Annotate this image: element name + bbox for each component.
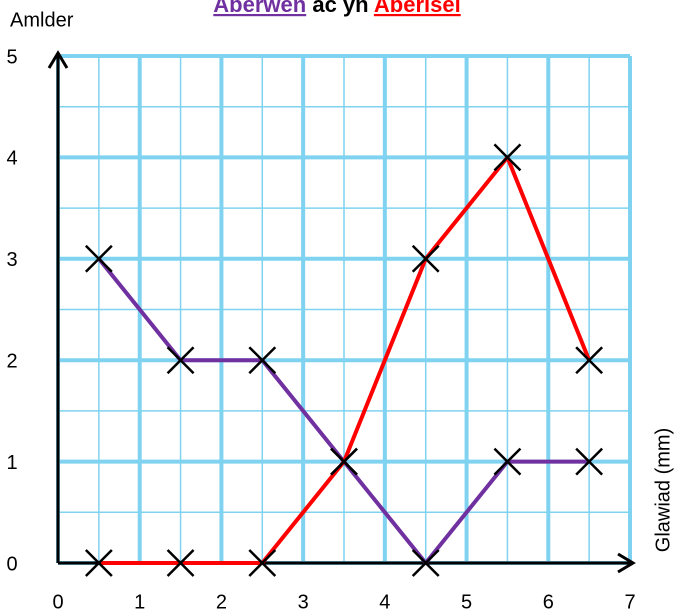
- chart-title: Aberwen ac yn Aberisel: [213, 0, 460, 17]
- marker: [248, 346, 277, 375]
- marker: [411, 549, 440, 577]
- marker: [493, 143, 522, 172]
- y-tick-label: 5: [6, 46, 17, 68]
- y-tick-label: 3: [6, 249, 17, 271]
- y-tick-label: 4: [6, 148, 17, 170]
- y-tick-label: 2: [6, 350, 17, 372]
- marker: [84, 244, 113, 273]
- marker: [493, 447, 522, 476]
- x-tick-label: 3: [298, 591, 309, 611]
- x-tick-label: 1: [134, 591, 145, 611]
- x-tick-label: 5: [461, 591, 472, 611]
- title-series-0: Aberwen: [213, 0, 306, 17]
- marker: [84, 549, 113, 577]
- x-tick-label: 0: [52, 591, 63, 611]
- x-tick-label: 4: [379, 591, 390, 611]
- marker: [166, 549, 195, 577]
- title-series-1: Aberisel: [374, 0, 461, 17]
- y-tick-label: 1: [6, 452, 17, 474]
- x-tick-label: 2: [216, 591, 227, 611]
- marker: [330, 447, 358, 476]
- y-axis-label: Amlder: [10, 9, 74, 31]
- title-joiner: ac yn: [312, 0, 368, 17]
- x-axis-label: Glawiad (mm): [652, 428, 674, 552]
- x-tick-label: 6: [543, 591, 554, 611]
- marker: [248, 549, 277, 577]
- marker: [575, 447, 604, 476]
- marker: [166, 346, 195, 375]
- y-axis-arrow: [47, 50, 69, 69]
- x-tick-label: 7: [624, 591, 635, 611]
- x-axis-arrow: [617, 552, 636, 574]
- marker: [575, 346, 604, 375]
- marker: [411, 244, 440, 273]
- y-tick-label: 0: [6, 553, 17, 575]
